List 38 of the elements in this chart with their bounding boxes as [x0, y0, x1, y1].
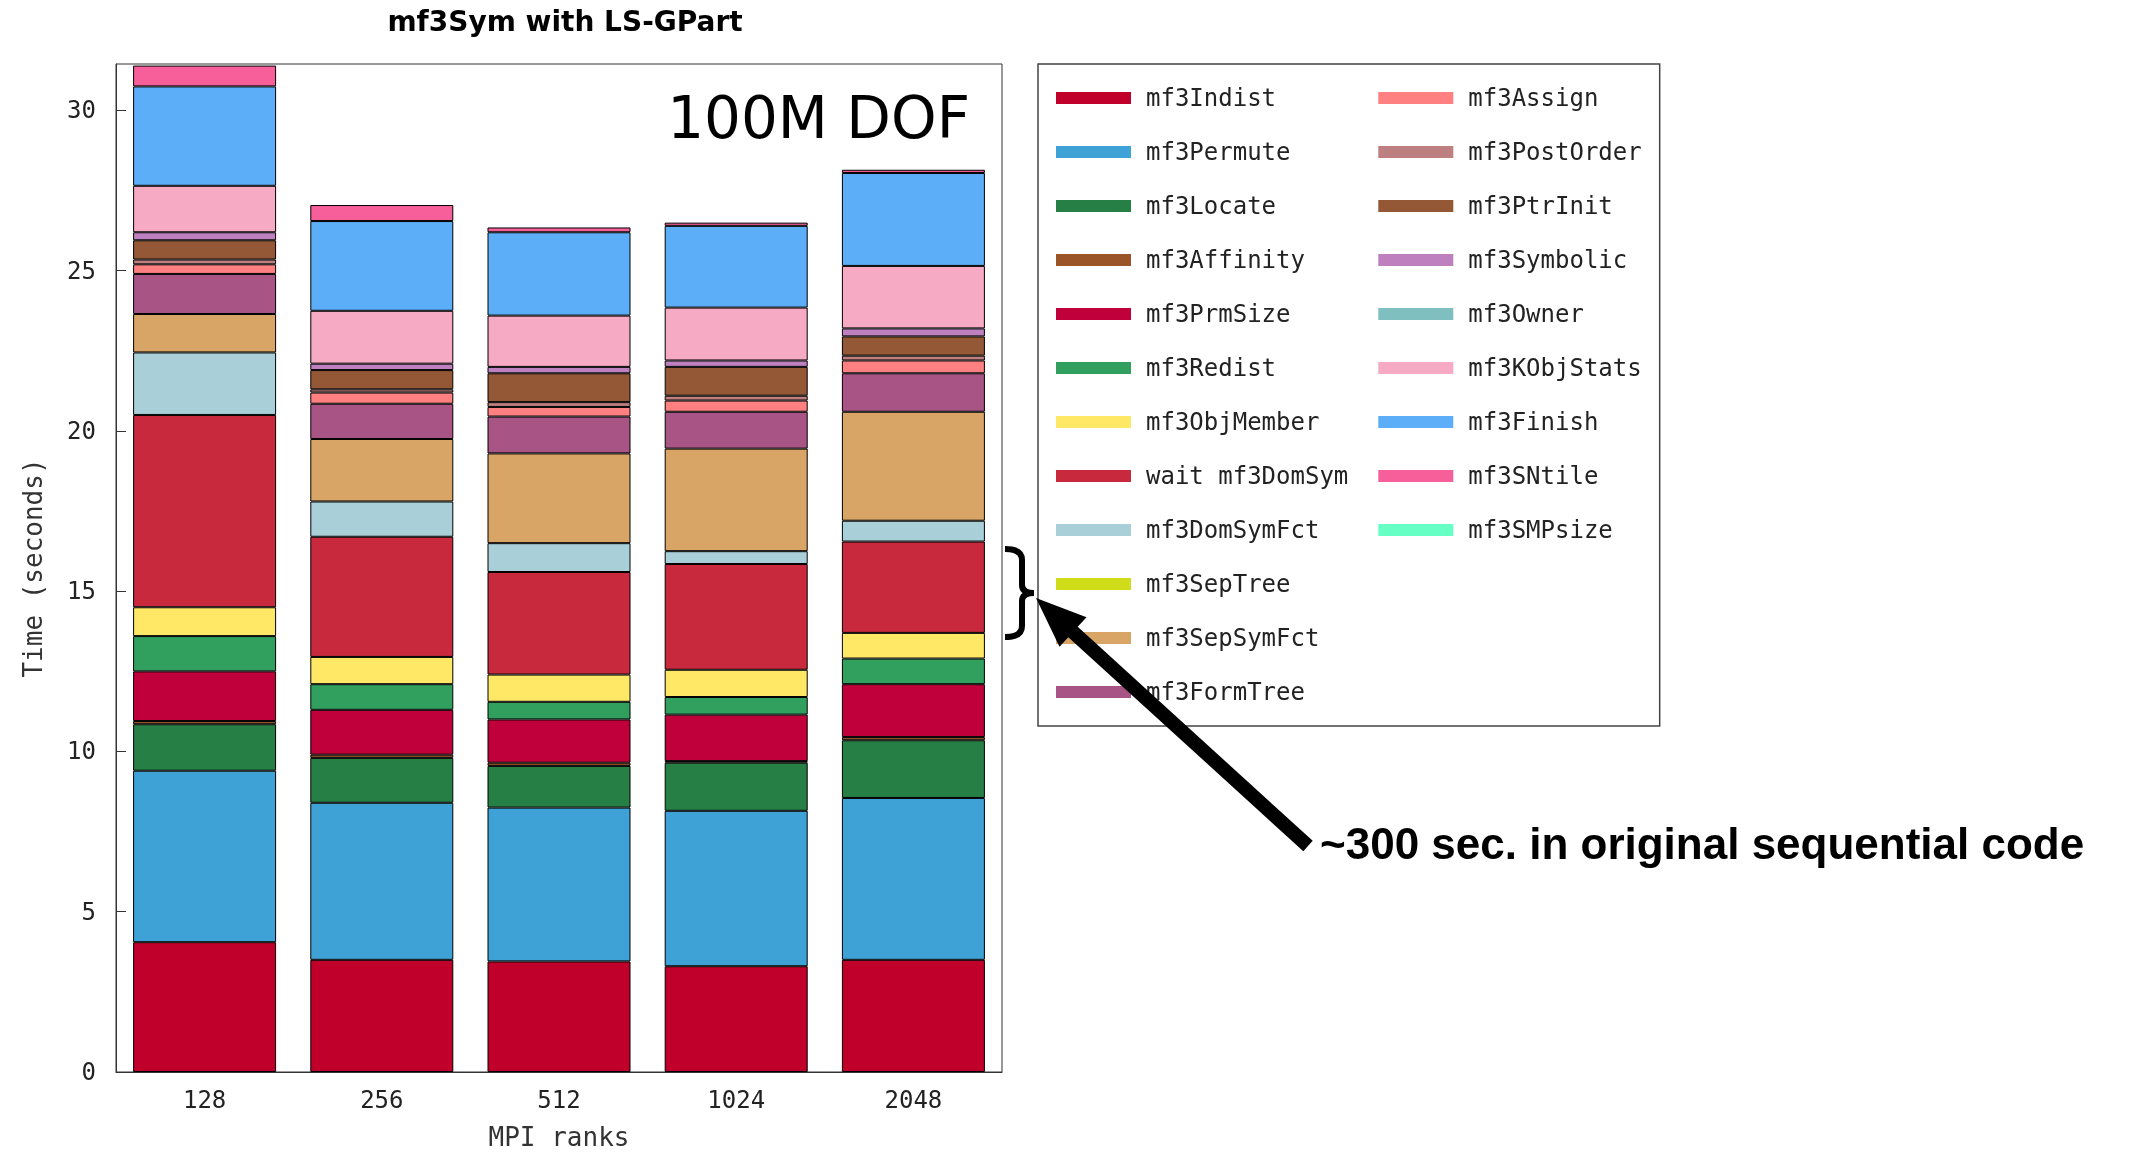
legend-label: mf3SMPsize [1468, 516, 1613, 544]
x-tick-label: 512 [537, 1086, 581, 1114]
legend-label: mf3Assign [1468, 84, 1599, 112]
legend-label: wait mf3DomSym [1146, 462, 1349, 490]
legend-label: mf3Symbolic [1468, 246, 1628, 274]
y-tick-label: 0 [81, 1058, 96, 1086]
y-axis-title: Time (seconds) [18, 458, 48, 678]
legend-label: mf3PrmSize [1146, 300, 1291, 328]
legend-label: mf3SepSymFct [1146, 624, 1320, 652]
y-tick-label: 20 [67, 416, 96, 445]
x-tick-label: 2048 [884, 1086, 943, 1114]
legend-label: mf3SNtile [1468, 462, 1599, 490]
legend-label: mf3SepTree [1146, 570, 1291, 598]
legend-label: mf3Owner [1468, 300, 1584, 328]
x-tick-label: 128 [182, 1086, 227, 1114]
legend-label: mf3PostOrder [1468, 138, 1642, 166]
legend-label: mf3ObjMember [1146, 408, 1320, 436]
x-axis-title: MPI ranks [488, 1122, 630, 1152]
text: ~300 sec. in original sequential code [1320, 818, 2085, 868]
legend-label: mf3Affinity [1146, 246, 1305, 274]
annotation: 100M DOF [667, 84, 970, 152]
y-tick-label: 15 [67, 577, 96, 606]
legend-label: mf3Permute [1146, 138, 1291, 166]
y-tick-label: 10 [67, 737, 96, 766]
legend-label: mf3Locate [1146, 192, 1277, 220]
legend-label: mf3Indist [1146, 84, 1277, 112]
y-tick-label: 25 [67, 256, 96, 285]
x-tick-label: 1024 [707, 1086, 766, 1114]
legend-label: mf3FormTree [1146, 678, 1305, 706]
legend-label: mf3KObjStats [1468, 354, 1642, 382]
legend-label: mf3PtrInit [1468, 192, 1613, 220]
legend-label: mf3Redist [1146, 354, 1277, 382]
legend-label: mf3DomSymFct [1146, 516, 1320, 544]
y-tick-label: 5 [81, 897, 96, 926]
legend-label: mf3Finish [1468, 408, 1599, 436]
chart-title: mf3Sym with LS-GPart [387, 4, 743, 38]
y-tick-label: 30 [67, 96, 96, 125]
x-tick-label: 256 [360, 1086, 404, 1114]
